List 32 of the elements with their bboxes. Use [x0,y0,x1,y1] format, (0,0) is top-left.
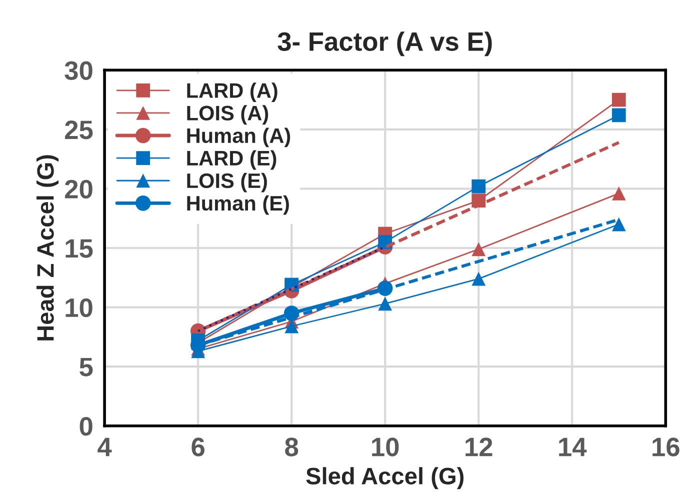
point [284,319,299,334]
y-tick-label: 0 [80,416,92,436]
point [472,179,486,194]
y-tick-label: 10 [66,298,92,318]
legend-label: LOIS (A) [187,105,268,125]
x-axis-title: Sled Accel (G) [306,467,464,490]
point [612,92,626,107]
x-tick-label: 4 [98,438,112,456]
x-tick-label: 14 [559,438,587,456]
point [472,272,486,286]
y-tick-label: 25 [65,120,93,140]
legend-label: Human (E) [187,195,289,215]
x-tick-label: 16 [652,438,680,456]
x-tick-label: 6 [192,438,204,456]
y-tick-label: 20 [65,180,92,199]
point [472,242,486,256]
point [378,296,392,311]
x-tick-label: 10 [372,438,399,456]
point [612,186,626,200]
y-tick-label: 15 [66,239,93,258]
legend-label: LARD (E) [187,150,276,170]
y-axis-title: Head Z Accel (G) [36,155,59,340]
x-tick-label: 8 [285,438,298,456]
point [612,108,626,122]
point [612,217,626,232]
chart-title: 3- Factor (A vs E) [278,32,492,56]
y-tick-label: 30 [64,61,92,80]
legend-label: Human (A) [187,128,290,148]
x-tick-label: 12 [466,438,492,456]
legend-label: LOIS (E) [187,172,267,192]
legend-label: LARD (A) [187,82,278,102]
y-tick-label: 5 [80,358,93,376]
